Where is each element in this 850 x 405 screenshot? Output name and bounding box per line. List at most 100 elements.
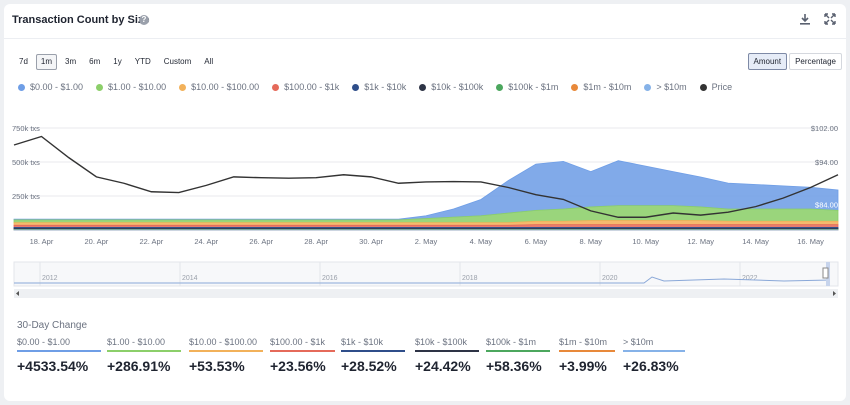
change-label: $1k - $10k	[341, 337, 384, 347]
range-button-6m[interactable]: 6m	[89, 57, 101, 66]
change-color-bar	[341, 350, 405, 352]
chart-area[interactable]: 750k txs 500k txs 250k txs $102.00 $94.00 $84…	[4, 4, 846, 304]
change-label: $10.00 - $100.00	[189, 337, 258, 347]
change-item: $1k - $10k +28.52%	[341, 337, 405, 374]
change-color-bar	[270, 350, 335, 352]
legend-label: $1m - $10m	[583, 82, 632, 92]
range-button-ytd[interactable]: YTD	[134, 57, 151, 66]
range-button-3m[interactable]: 3m	[65, 57, 77, 66]
x-tick-label: 24. Apr	[194, 237, 218, 246]
change-item: > $10m +26.83%	[623, 337, 685, 374]
change-label: > $10m	[623, 337, 654, 347]
y-left-tick: 250k txs	[12, 192, 40, 201]
change-item: $1m - $10m +3.99%	[559, 337, 615, 374]
navigator-year-label: 2012	[42, 275, 58, 282]
change-value: +4533.54%	[17, 358, 89, 374]
range-button-custom[interactable]: Custom	[163, 57, 192, 66]
change-value: +26.83%	[623, 358, 679, 374]
change-label: $100k - $1m	[486, 337, 537, 347]
change-label: $100.00 - $1k	[270, 337, 326, 347]
change-value: +286.91%	[107, 358, 171, 374]
navigator-year-label: 2016	[322, 275, 338, 282]
mode-toggle: Amount Percentage	[747, 53, 842, 70]
change-color-bar	[17, 350, 101, 352]
x-tick-label: 2. May	[415, 237, 438, 246]
legend-label: $10k - $100k	[431, 82, 484, 92]
x-tick-label: 30. Apr	[359, 237, 383, 246]
y-right-tick: $102.00	[811, 124, 838, 133]
scrollbar-track[interactable]	[14, 289, 838, 298]
x-tick-label: 8. May	[580, 237, 603, 246]
mode-button-percentage[interactable]: Percentage	[789, 53, 842, 70]
range-button-1m[interactable]: 1m	[35, 54, 58, 70]
change-color-bar	[189, 350, 263, 352]
x-tick-label: 28. Apr	[304, 237, 328, 246]
widget-header: Transaction Count by Size ?	[4, 4, 846, 39]
range-selector: 7d 1m 3m 6m 1y YTD Custom All	[14, 54, 218, 70]
legend-item[interactable]: $1k - $10k	[352, 82, 406, 92]
help-icon[interactable]: ?	[139, 15, 149, 25]
scroll-left-icon[interactable]	[16, 291, 19, 296]
change-item: $100.00 - $1k +23.56%	[270, 337, 335, 374]
range-button-all[interactable]: All	[204, 57, 214, 66]
change-label: $0.00 - $1.00	[17, 337, 71, 347]
navigator[interactable]	[13, 261, 839, 287]
scroll-right-icon[interactable]	[833, 291, 836, 296]
legend-label: $1k - $10k	[364, 82, 407, 92]
widget-title: Transaction Count by Size	[12, 14, 150, 26]
legend-item[interactable]: > $10m	[644, 82, 687, 92]
navigator-year-label: 2018	[462, 275, 478, 282]
legend-item[interactable]: $100k - $1m	[496, 82, 558, 92]
change-value: +23.56%	[270, 358, 326, 374]
fullscreen-icon[interactable]	[823, 12, 837, 26]
legend-item[interactable]: Price	[699, 82, 733, 92]
x-tick-label: 18. Apr	[30, 237, 54, 246]
legend-label: Price	[711, 82, 733, 92]
widget-card: Transaction Count by Size ? 7d 1m 3m 6m 1y YT…	[4, 4, 846, 401]
change-color-bar	[559, 350, 615, 352]
legend-item[interactable]: $0.00 - $1.00	[18, 82, 83, 92]
legend-label: $1.00 - $10.00	[108, 82, 167, 92]
legend-swatch	[644, 83, 652, 91]
change-value: +53.53%	[189, 358, 245, 374]
legend: $0.00 - $1.00 $1.00 - $10.00 $10.00 - $100…	[18, 82, 732, 92]
change-label: $1.00 - $10.00	[107, 337, 166, 347]
x-tick-label: 22. Apr	[139, 237, 163, 246]
area-series-4[interactable]	[13, 224, 839, 228]
legend-swatch	[179, 83, 187, 91]
mode-button-amount[interactable]: Amount	[747, 53, 788, 70]
y-left-tick: 750k txs	[12, 124, 40, 133]
legend-label: $100k - $1m	[508, 82, 559, 92]
legend-label: $10.00 - $100.00	[191, 82, 260, 92]
download-icon[interactable]	[798, 12, 812, 26]
range-button-7d[interactable]: 7d	[19, 57, 28, 66]
legend-swatch	[496, 83, 504, 91]
range-button-1y[interactable]: 1y	[113, 57, 122, 66]
legend-item[interactable]: $10k - $100k	[419, 82, 483, 92]
legend-label: > $10m	[656, 82, 687, 92]
change-color-bar	[415, 350, 479, 352]
change-item: $10k - $100k +24.42%	[415, 337, 479, 374]
legend-item[interactable]: $1m - $10m	[571, 82, 631, 92]
change-item: $100k - $1m +58.36%	[486, 337, 550, 374]
legend-item[interactable]: $10.00 - $100.00	[179, 82, 259, 92]
change-color-bar	[107, 350, 181, 352]
x-tick-label: 10. May	[632, 237, 659, 246]
legend-item[interactable]: $1.00 - $10.00	[96, 82, 166, 92]
x-tick-label: 26. Apr	[249, 237, 273, 246]
legend-swatch	[352, 83, 360, 91]
navigator-handle[interactable]	[822, 267, 829, 279]
price-line[interactable]	[13, 135, 839, 218]
legend-label: $0.00 - $1.00	[30, 82, 84, 92]
navigator-year-label: 2014	[182, 275, 198, 282]
x-tick-label: 6. May	[525, 237, 548, 246]
legend-swatch	[272, 83, 280, 91]
change-color-bar	[623, 350, 685, 352]
change-label: $10k - $100k	[415, 337, 468, 347]
change-value: +58.36%	[486, 358, 542, 374]
change-label: $1m - $10m	[559, 337, 608, 347]
change-color-bar	[486, 350, 550, 352]
legend-swatch	[18, 83, 25, 91]
legend-swatch	[699, 83, 707, 91]
legend-item[interactable]: $100.00 - $1k	[272, 82, 339, 92]
